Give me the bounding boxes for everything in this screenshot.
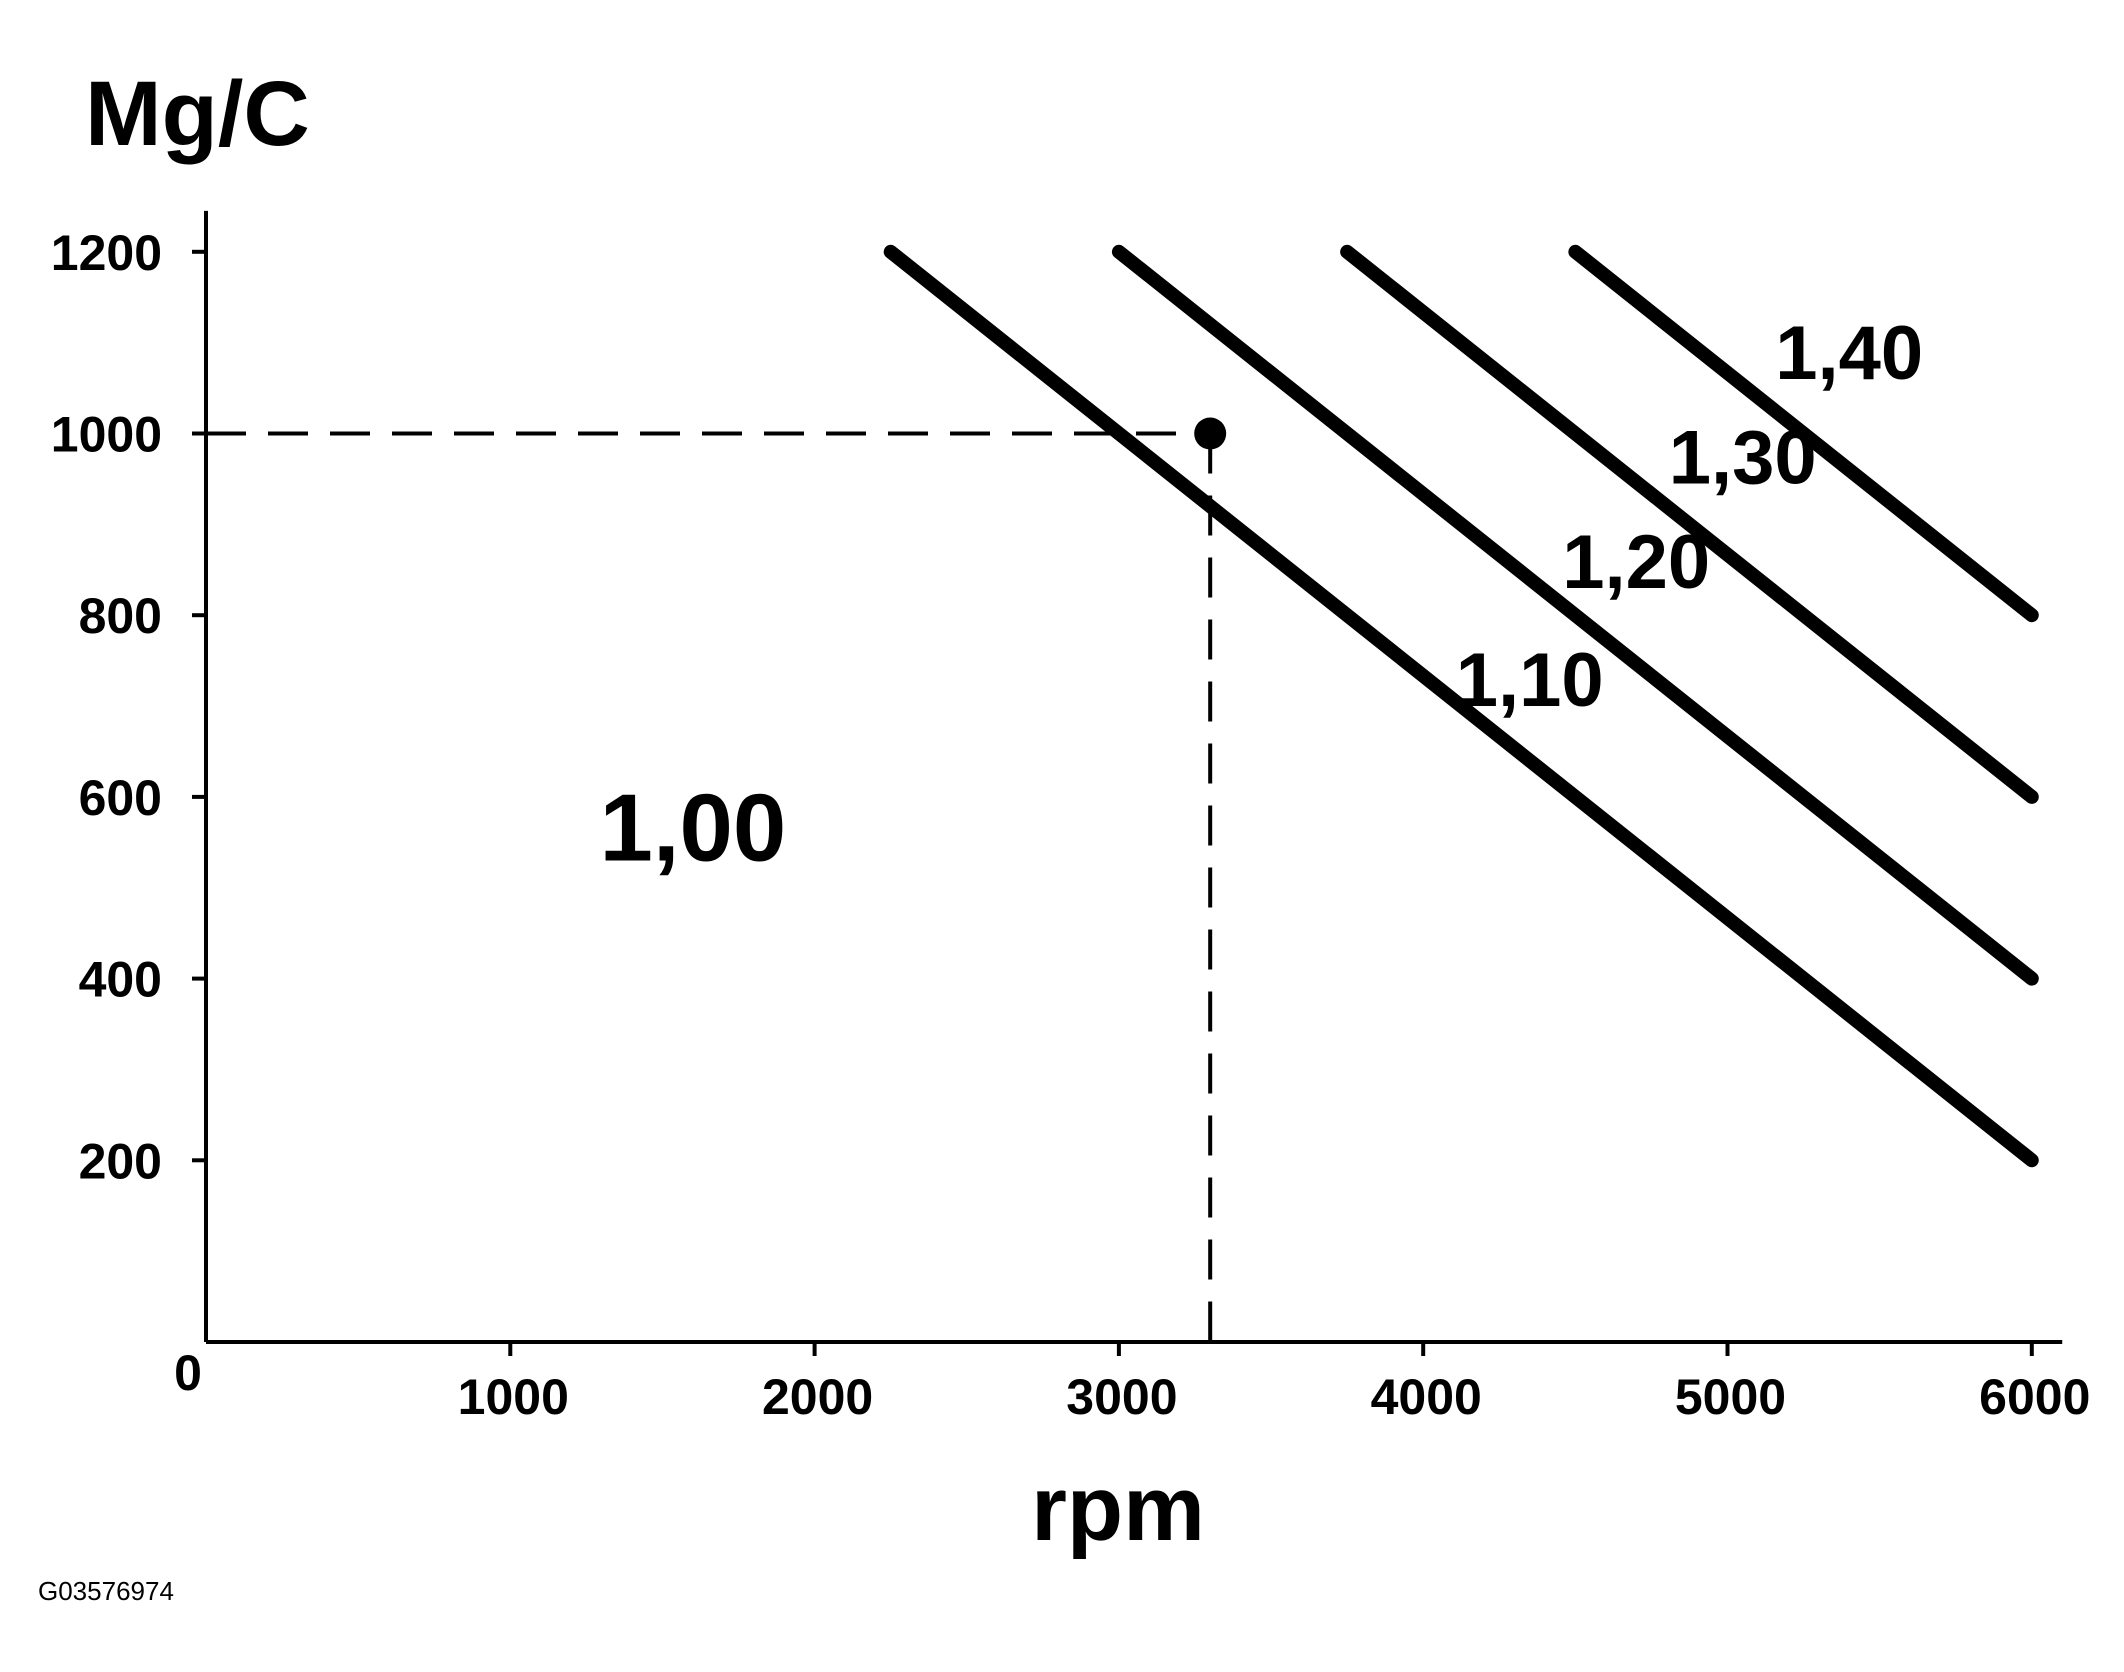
series-label: 1,30: [1669, 415, 1817, 500]
series-line: [1111, 244, 2039, 986]
x-tick-label: 1000: [458, 1369, 569, 1425]
x-tick-label: 6000: [1979, 1369, 2090, 1425]
y-tick-label: 400: [79, 952, 162, 1008]
x-axis-title: rpm: [1031, 1458, 1205, 1560]
x-tick-label: 3000: [1066, 1369, 1177, 1425]
series-line: [1340, 244, 2039, 804]
y-tick-label: 600: [79, 770, 162, 826]
series-label: 1,40: [1775, 311, 1923, 396]
series-lines: [883, 244, 2039, 1168]
y-tick-label: 1200: [51, 225, 162, 281]
data-marker: [1194, 417, 1227, 450]
origin-label: 0: [174, 1345, 202, 1401]
series-line: [1568, 244, 2039, 623]
reference-lines: [206, 431, 1213, 1342]
y-tick-label: 1000: [51, 407, 162, 463]
series-label: 1,10: [1456, 638, 1604, 723]
y-axis-title: Mg/C: [85, 63, 310, 165]
x-tick-label: 4000: [1371, 1369, 1482, 1425]
x-tick-label: 2000: [762, 1369, 873, 1425]
data-point-marker: [1194, 417, 1227, 450]
y-tick-label: 200: [79, 1133, 162, 1189]
labels: 1,10 1,20 1,30 1,40 1,00: [599, 311, 1923, 882]
y-tick-label: 800: [79, 588, 162, 644]
series-line: [883, 244, 2039, 1168]
axes: 1000 2000 3000 4000 5000 6000 200 400 600 800 1000…: [51, 210, 2090, 1425]
region-label: 1,00: [599, 774, 786, 881]
figure-id: G03576974: [38, 1576, 174, 1606]
series-label: 1,20: [1562, 520, 1710, 605]
x-tick-label: 5000: [1675, 1369, 1786, 1425]
